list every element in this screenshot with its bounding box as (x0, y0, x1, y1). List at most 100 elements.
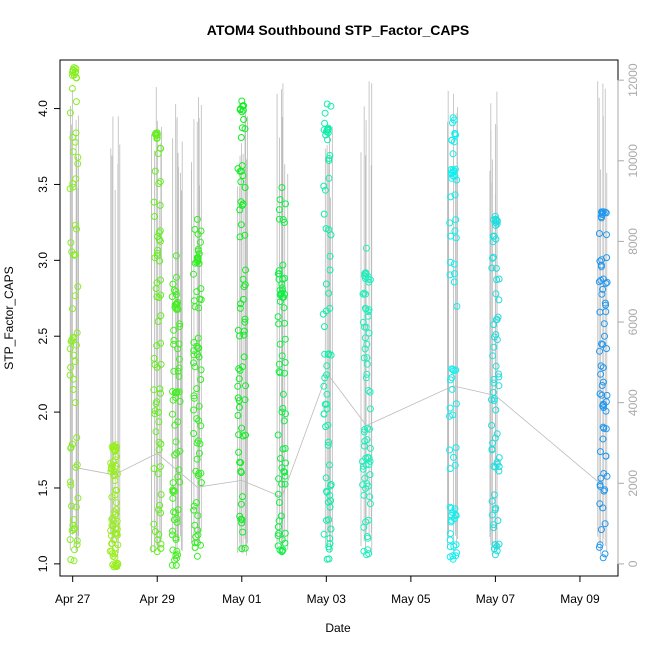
data-point (603, 345, 610, 353)
data-point (149, 545, 157, 553)
data-point (173, 554, 180, 562)
data-point (195, 449, 203, 457)
data-point (595, 543, 603, 551)
data-point (447, 169, 455, 177)
data-point (364, 533, 371, 540)
y-tick-label: 1.0 (36, 555, 50, 572)
data-point (275, 206, 283, 214)
data-point (153, 363, 161, 371)
y2-tick-label: 4000 (626, 389, 640, 416)
data-point (169, 488, 177, 495)
data-point (278, 184, 286, 191)
data-point (449, 365, 457, 373)
data-point (492, 216, 500, 224)
data-point (489, 232, 497, 240)
data-point (327, 102, 335, 110)
data-point (446, 404, 454, 412)
data-point (491, 212, 499, 220)
data-point (326, 152, 334, 159)
data-point (327, 525, 335, 533)
data-point (488, 511, 496, 519)
data-point (275, 267, 283, 275)
data-point (71, 358, 79, 365)
data-point (74, 153, 82, 161)
data-point (193, 439, 201, 447)
data-point (321, 374, 329, 382)
data-point (326, 266, 334, 274)
data-point (170, 367, 178, 375)
data-point (194, 512, 202, 520)
data-point (322, 225, 330, 233)
data-point (241, 125, 249, 133)
data-point (598, 290, 606, 298)
data-point (156, 237, 164, 245)
data-point (110, 536, 118, 544)
data-point (238, 97, 246, 105)
data-point (157, 339, 165, 347)
x-tick-label: May 03 (307, 592, 347, 606)
points-layer (66, 64, 611, 571)
data-point (450, 260, 458, 268)
data-point (597, 474, 605, 482)
data-point (66, 371, 74, 379)
data-point (73, 329, 81, 337)
data-point (157, 540, 165, 548)
data-point (600, 487, 608, 495)
data-point (446, 536, 454, 544)
data-point (452, 234, 460, 242)
data-point (241, 231, 249, 239)
data-point (278, 480, 286, 488)
data-point (156, 463, 164, 471)
data-point (274, 431, 282, 439)
data-point (150, 198, 158, 206)
data-point (363, 551, 370, 559)
data-point (275, 475, 283, 483)
data-point (66, 109, 74, 117)
data-point (598, 340, 605, 348)
data-point (324, 441, 332, 449)
data-point (274, 313, 282, 321)
data-point (73, 434, 81, 442)
data-point (452, 131, 459, 139)
y-tick-label: 1.5 (36, 479, 50, 496)
data-point (155, 408, 162, 416)
data-point (451, 505, 459, 513)
data-point (327, 481, 335, 488)
data-point (281, 335, 289, 343)
data-point (190, 392, 198, 400)
data-point (241, 184, 249, 191)
data-point (492, 362, 500, 370)
data-point (599, 400, 607, 408)
data-point (153, 249, 161, 257)
data-point (170, 340, 178, 348)
data-point (449, 555, 457, 563)
data-point (276, 196, 284, 204)
y2-tick-label: 2000 (626, 470, 640, 497)
data-point (240, 331, 248, 339)
data-point (488, 497, 496, 505)
data-point (171, 389, 179, 397)
data-point (113, 517, 121, 525)
data-point (74, 494, 82, 502)
data-point (447, 193, 455, 201)
data-point (111, 508, 118, 516)
data-point (235, 431, 243, 439)
data-point (599, 208, 607, 216)
data-point (66, 536, 74, 544)
data-point (326, 535, 334, 542)
data-point (170, 336, 178, 344)
data-point (492, 331, 500, 338)
data-point (601, 486, 609, 494)
data-point (362, 275, 369, 282)
data-point (597, 261, 605, 269)
x-tick-label: May 09 (560, 592, 600, 606)
data-point (174, 367, 182, 375)
data-point (281, 472, 289, 480)
data-point (68, 85, 76, 92)
x-tick-label: May 01 (222, 592, 262, 606)
data-point (235, 397, 243, 405)
data-point (450, 278, 458, 286)
data-point (282, 200, 289, 208)
data-point (197, 366, 205, 374)
y2-tick-label: 12000 (626, 63, 640, 97)
